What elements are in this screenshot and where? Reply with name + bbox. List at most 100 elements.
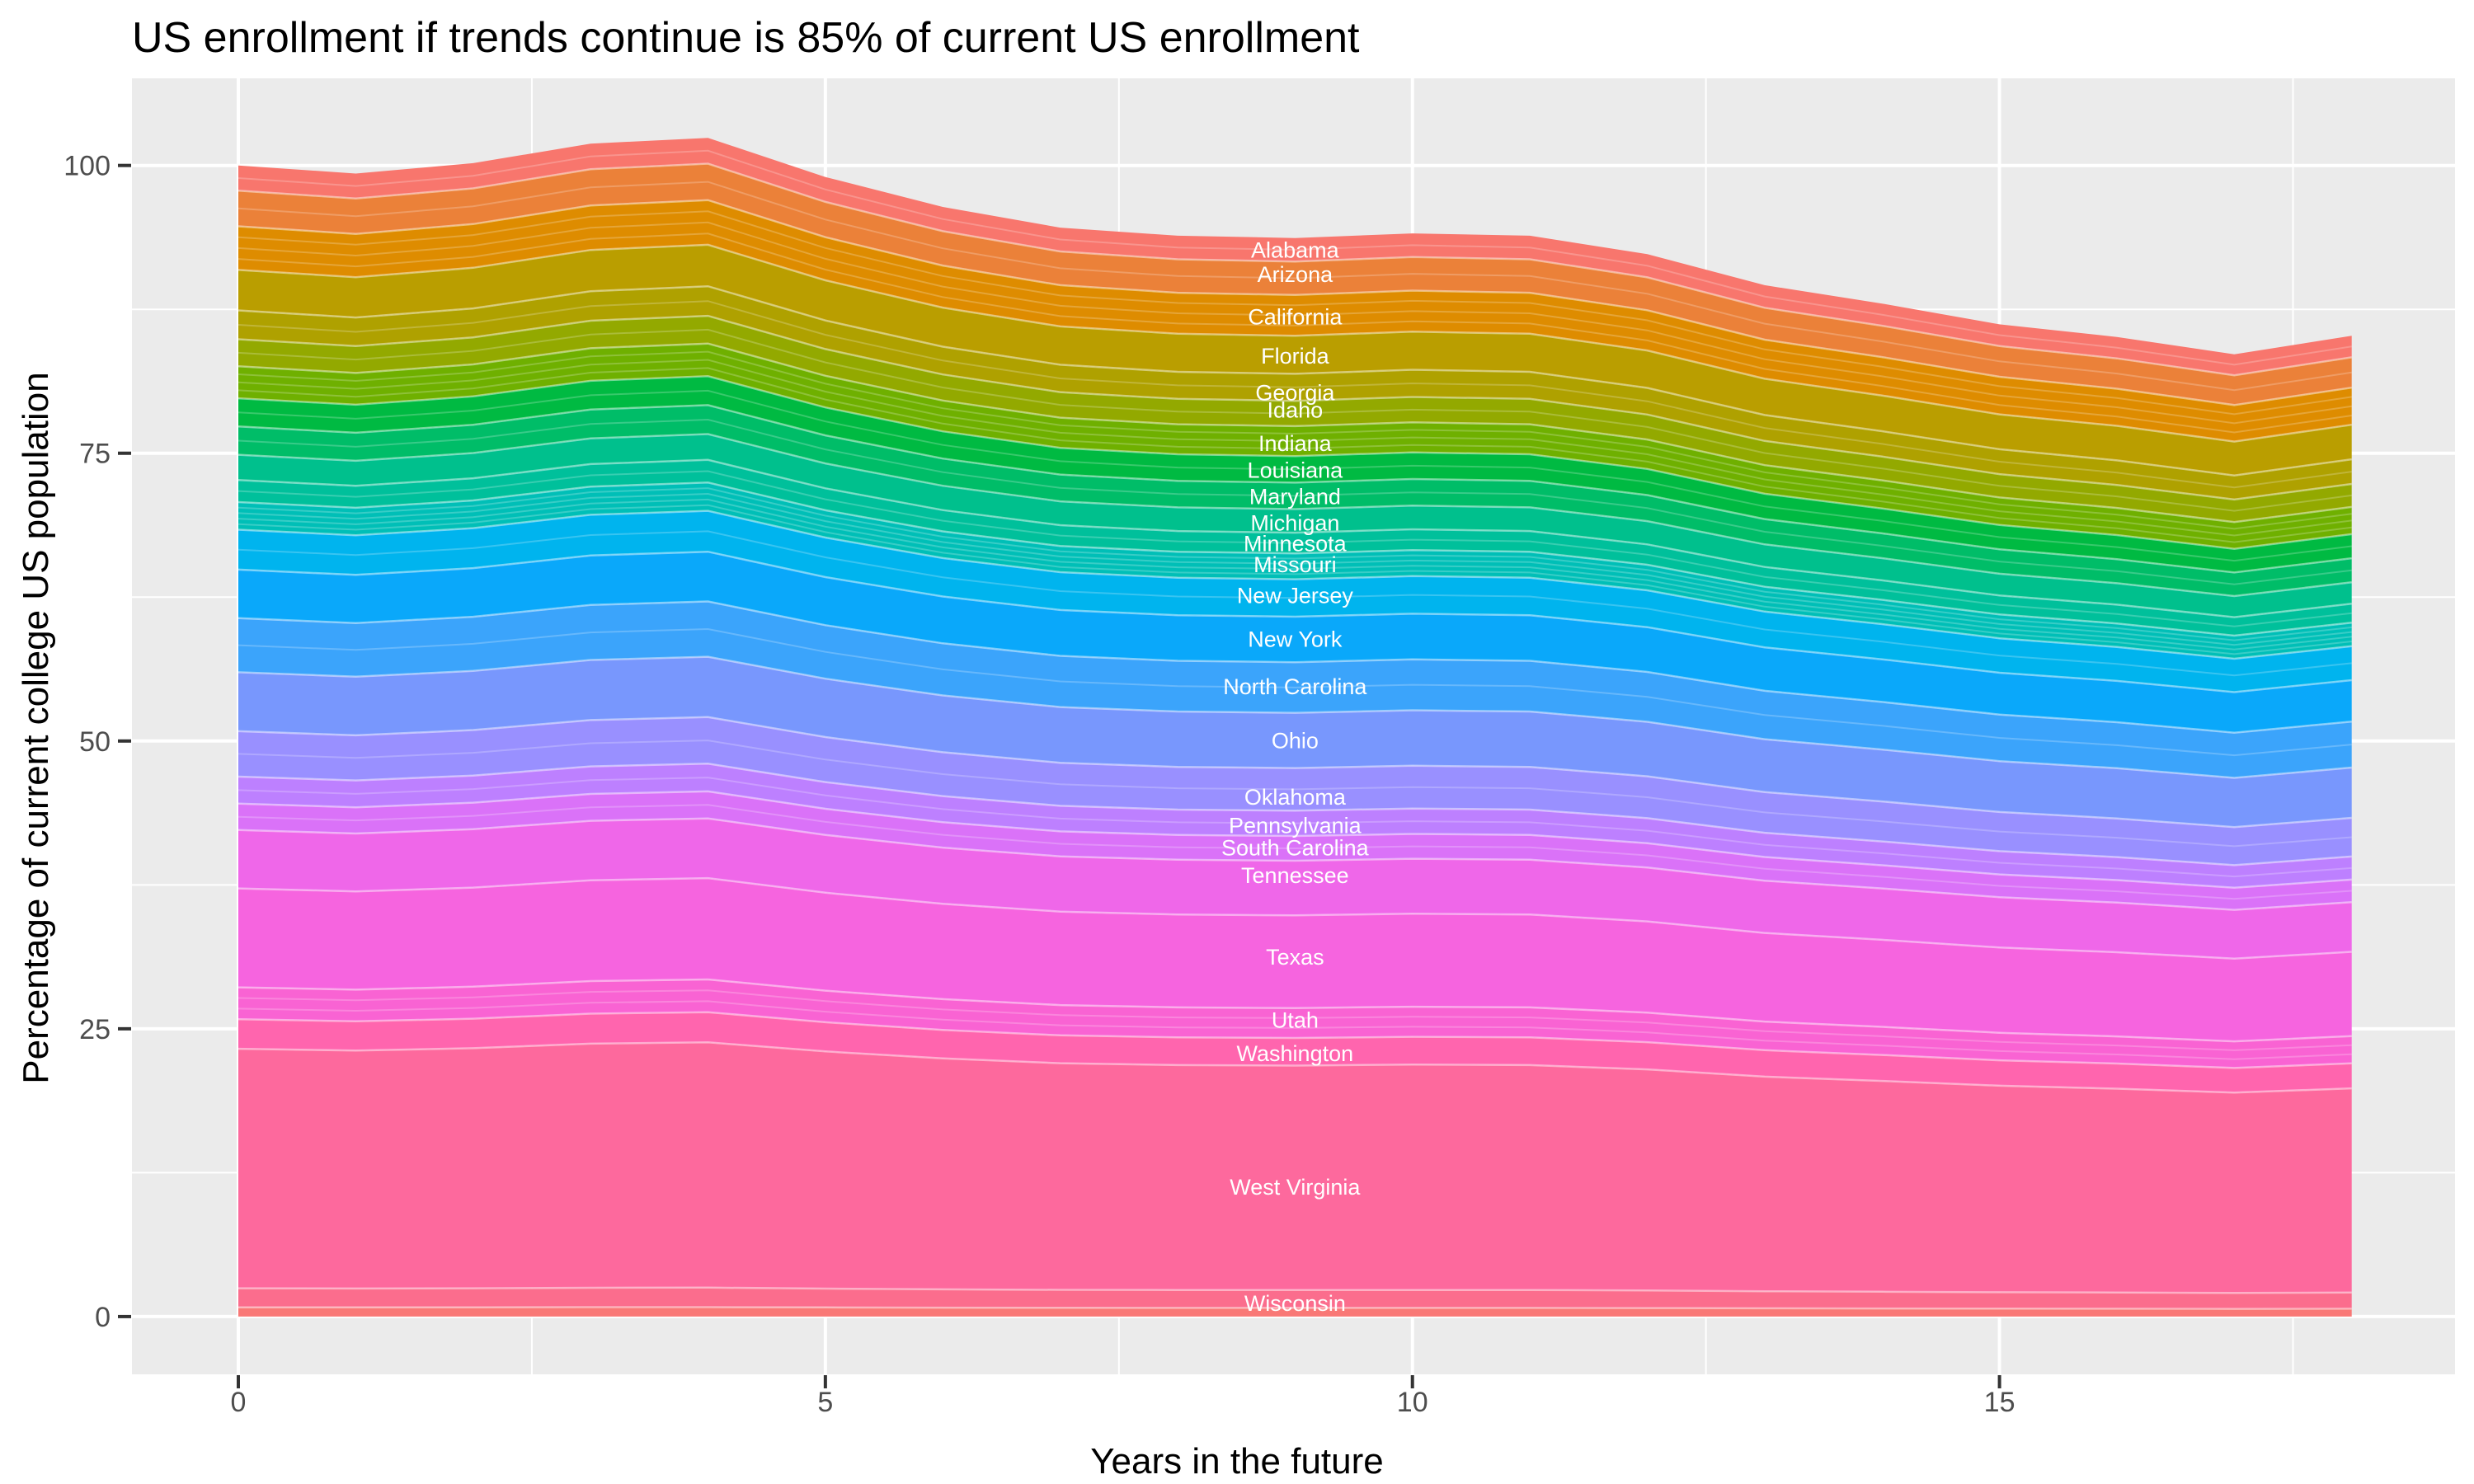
- sub-band-separator: [238, 492, 2352, 646]
- band-boundary: [238, 510, 2352, 660]
- sub-band-separator: [238, 359, 2352, 537]
- x-tick-label: 5: [817, 1387, 833, 1418]
- band-boundary: [238, 375, 2352, 550]
- band-wisconsin: [238, 1287, 2352, 1309]
- band-boundary: [238, 314, 2352, 501]
- band-maryland: [238, 405, 2352, 596]
- band-boundary: [238, 404, 2352, 574]
- band-utah: [238, 979, 2352, 1068]
- sub-band-separator: [238, 300, 2352, 489]
- sub-band-separator: [238, 804, 2352, 900]
- band-missouri: [238, 482, 2352, 659]
- band-michigan: [238, 434, 2352, 618]
- state-label-washington: Washington: [1237, 1041, 1354, 1066]
- y-tick-label: 50: [79, 726, 111, 758]
- sub-band-separator: [238, 149, 2352, 366]
- band-boundary: [238, 655, 2352, 779]
- y-tick-label: 100: [63, 151, 111, 182]
- sub-band-separator: [238, 470, 2352, 627]
- band-louisiana: [238, 376, 2352, 573]
- state-label-wisconsin: Wisconsin: [1244, 1291, 1346, 1316]
- band-boundary: [238, 1306, 2352, 1310]
- state-label-florida: Florida: [1261, 344, 1330, 369]
- band-boundary: [238, 763, 2352, 866]
- state-label-missouri: Missouri: [1253, 552, 1337, 577]
- state-label-idaho: Idaho: [1268, 398, 1324, 423]
- state-label-maryland: Maryland: [1249, 484, 1341, 509]
- state-label-indiana: Indiana: [1258, 431, 1333, 456]
- band-boundary: [238, 243, 2352, 443]
- y-tick-label: 25: [79, 1014, 111, 1045]
- y-tick-label: 0: [95, 1302, 111, 1333]
- state-label-north-carolina: North Carolina: [1223, 674, 1367, 699]
- band-pennsylvania: [238, 763, 2352, 888]
- sub-band-separator: [238, 210, 2352, 416]
- sub-band-separator: [238, 367, 2352, 543]
- band-washington: [238, 1012, 2352, 1093]
- band-boundary: [238, 790, 2352, 890]
- band-boundary: [238, 978, 2352, 1043]
- band-unlabeled: [238, 1307, 2352, 1317]
- x-axis-title: Years in the future: [1090, 1441, 1384, 1482]
- state-label-louisiana: Louisiana: [1248, 458, 1344, 482]
- state-label-georgia: Georgia: [1255, 381, 1335, 406]
- sub-band-separator: [238, 418, 2352, 585]
- sub-band-separator: [238, 350, 2352, 530]
- band-new-york: [238, 552, 2352, 733]
- state-label-arizona: Arizona: [1258, 262, 1334, 287]
- band-minnesota: [238, 459, 2352, 636]
- sub-band-separator: [238, 989, 2352, 1051]
- band-florida: [238, 244, 2352, 476]
- band-boundary: [238, 481, 2352, 637]
- sub-band-separator: [238, 328, 2352, 512]
- sub-band-separator: [238, 777, 2352, 878]
- sub-band-separator: [238, 530, 2352, 677]
- band-north-carolina: [238, 601, 2352, 778]
- band-ohio: [238, 656, 2352, 828]
- state-label-ohio: Ohio: [1272, 728, 1319, 753]
- x-tick-label: 15: [1984, 1387, 2015, 1418]
- band-boundary: [238, 1041, 2352, 1094]
- band-boundary: [238, 876, 2352, 960]
- band-boundary: [238, 600, 2352, 734]
- state-label-minnesota: Minnesota: [1244, 532, 1348, 556]
- state-label-california: California: [1248, 305, 1343, 330]
- band-california: [238, 200, 2352, 442]
- state-label-west-virginia: West Virginia: [1230, 1175, 1361, 1200]
- state-label-new-york: New York: [1248, 627, 1343, 652]
- sub-band-separator: [238, 504, 2352, 655]
- sub-band-separator: [238, 221, 2352, 425]
- band-arizona: [238, 163, 2352, 406]
- sub-band-separator: [238, 181, 2352, 392]
- y-tick-label: 75: [79, 439, 111, 470]
- band-new-jersey: [238, 510, 2352, 693]
- band-idaho: [238, 316, 2352, 523]
- sub-band-separator: [238, 740, 2352, 848]
- chart-title: US enrollment if trends continue is 85% …: [132, 14, 1360, 62]
- state-label-michigan: Michigan: [1250, 511, 1339, 536]
- sub-band-separator: [238, 487, 2352, 641]
- sub-band-separator: [238, 498, 2352, 650]
- x-tick-label: 10: [1397, 1387, 1428, 1418]
- sub-band-separator: [238, 389, 2352, 562]
- state-label-tennessee: Tennessee: [1241, 863, 1349, 888]
- band-boundary: [238, 1011, 2352, 1069]
- band-boundary: [238, 458, 2352, 618]
- band-south-carolina: [238, 791, 2352, 910]
- band-boundary: [238, 199, 2352, 406]
- state-label-pennsylvania: Pennsylvania: [1229, 814, 1362, 838]
- band-alabama: [238, 138, 2352, 376]
- sub-band-separator: [238, 627, 2352, 757]
- state-label-south-carolina: South Carolina: [1221, 835, 1370, 860]
- band-boundary: [238, 1286, 2352, 1294]
- state-label-new-jersey: New Jersey: [1237, 583, 1354, 608]
- state-label-alabama: Alabama: [1251, 238, 1340, 263]
- band-west-virginia: [238, 1042, 2352, 1294]
- state-label-texas: Texas: [1266, 945, 1324, 970]
- band-tennessee: [238, 818, 2352, 959]
- state-label-utah: Utah: [1272, 1008, 1319, 1033]
- state-label-oklahoma: Oklahoma: [1244, 785, 1347, 810]
- band-boundary: [238, 817, 2352, 911]
